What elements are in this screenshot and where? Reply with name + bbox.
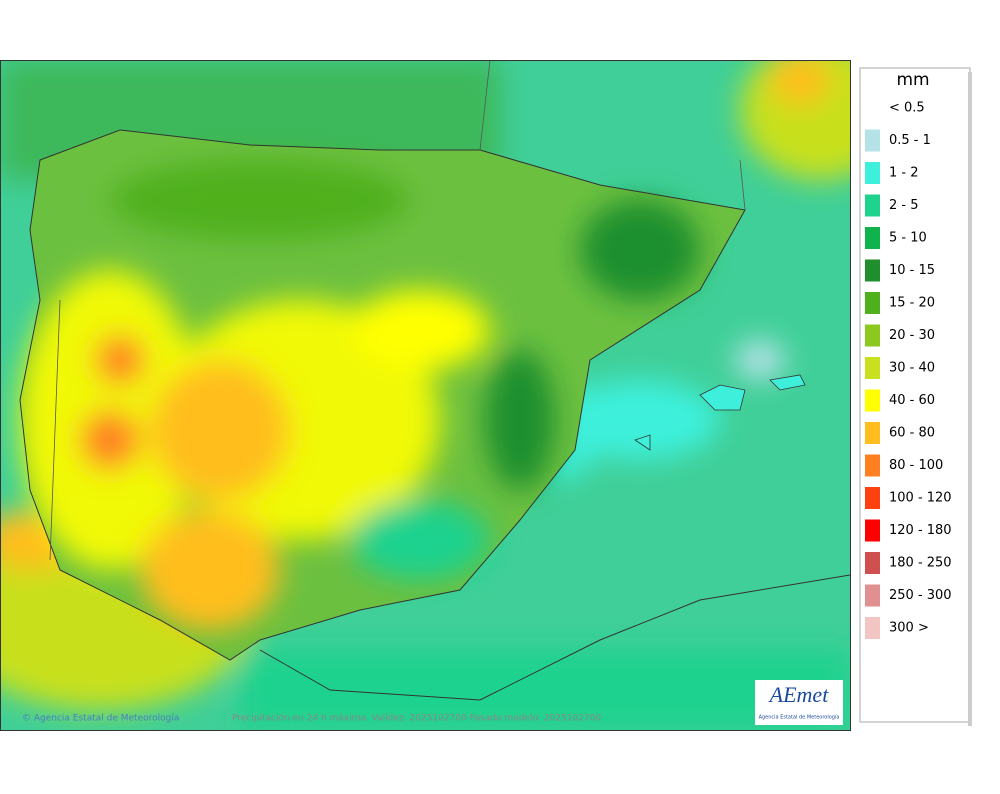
logo: AEmet: [768, 682, 830, 707]
legend-swatch: [865, 357, 880, 379]
legend-swatch: [865, 584, 880, 607]
legend-label: 300 >: [889, 621, 929, 636]
legend-label: 250 - 300: [889, 588, 952, 603]
legend-label: < 0.5: [889, 101, 925, 116]
legend-label: 2 - 5: [889, 198, 919, 213]
legend-swatch: [865, 162, 880, 184]
legend-label: 40 - 60: [889, 393, 935, 408]
legend-swatch: [865, 454, 880, 477]
legend-swatch: [865, 324, 880, 347]
legend-unit: mm: [896, 70, 929, 90]
legend-label: 5 - 10: [889, 231, 927, 246]
legend-swatch: [865, 129, 880, 152]
legend-label: 1 - 2: [889, 166, 919, 181]
legend-swatch: [865, 292, 880, 314]
legend-label: 120 - 180: [889, 523, 952, 538]
legend-swatch: [865, 617, 880, 639]
legend-label: 15 - 20: [889, 296, 935, 311]
legend-swatch: [865, 422, 880, 444]
legend-swatch: [865, 552, 880, 574]
legend-label: 20 - 30: [889, 328, 935, 343]
legend-swatch: [865, 389, 880, 412]
legend-swatch: [865, 519, 880, 542]
legend-label: 30 - 40: [889, 361, 935, 376]
legend-label: 0.5 - 1: [889, 133, 931, 148]
legend-label: 60 - 80: [889, 426, 935, 441]
legend-label: 100 - 120: [889, 491, 952, 506]
legend-shadow: [968, 72, 972, 726]
legend-swatch: [865, 259, 880, 282]
legend-label: 80 - 100: [889, 458, 943, 473]
logo-box: [755, 680, 843, 725]
legend-swatch: [865, 227, 880, 249]
map: [0, 60, 850, 730]
logo-subtitle: Agencia Estatal de Meteorología: [759, 714, 840, 721]
legend-label: 10 - 15: [889, 263, 935, 278]
legend-label: 180 - 250: [889, 556, 952, 571]
caption: Precipitación en 24 h máxima. Validez: 2…: [232, 713, 601, 724]
legend-swatch: [865, 194, 880, 217]
credit: © Agencia Estatal de Meteorología: [22, 714, 179, 724]
legend-swatch: [865, 487, 880, 509]
